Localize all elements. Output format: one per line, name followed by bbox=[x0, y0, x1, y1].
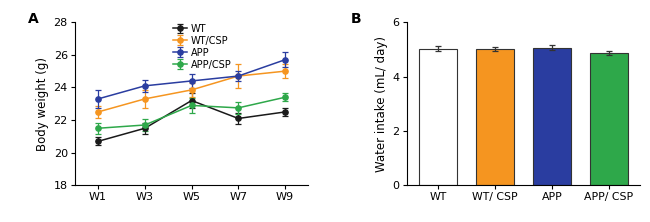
Text: B: B bbox=[350, 12, 361, 26]
Text: A: A bbox=[28, 12, 39, 26]
Bar bbox=[419, 49, 458, 185]
Y-axis label: Water intake (mL/ day): Water intake (mL/ day) bbox=[375, 36, 388, 172]
Bar bbox=[532, 48, 571, 185]
Bar bbox=[590, 53, 629, 185]
Legend: WT, WT/CSP, APP, APP/CSP: WT, WT/CSP, APP, APP/CSP bbox=[173, 24, 231, 70]
Bar bbox=[476, 49, 514, 185]
Y-axis label: Body weight (g): Body weight (g) bbox=[36, 57, 49, 151]
